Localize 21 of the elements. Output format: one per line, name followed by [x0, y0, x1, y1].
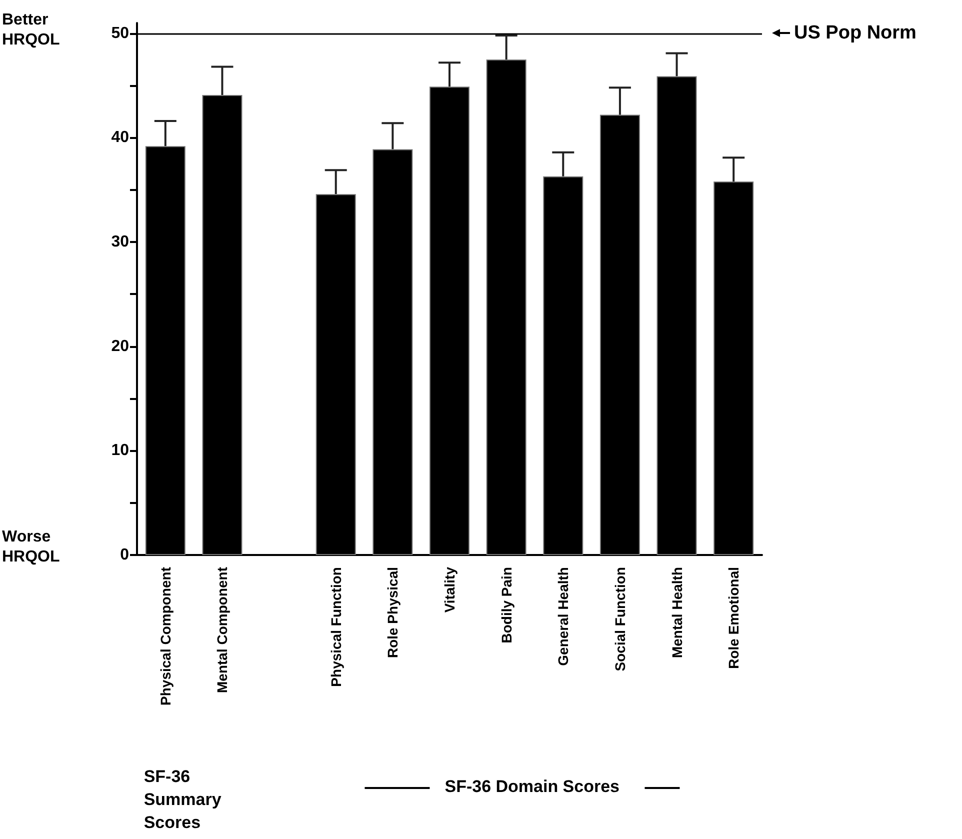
y-tick-label: 20 [111, 338, 130, 355]
y-tick-label: 40 [111, 129, 130, 146]
text: SF-36 Summary Scores [144, 767, 222, 832]
y-tick-label: 10 [111, 442, 130, 460]
y-tick-label: 50 [111, 24, 130, 42]
x-tick-label: Mental Component [214, 566, 230, 693]
x-tick-label: Role Physical [384, 567, 401, 658]
x-tick-label: Role Emotional [726, 567, 742, 669]
x-tick-label: Physical Component [157, 566, 174, 706]
text: Worse HRQOL [2, 528, 60, 566]
x-tick-label: General Health [555, 567, 572, 666]
x-tick-label: Physical Function [328, 567, 344, 687]
x-tick-label: Social Function [612, 567, 628, 672]
x-tick-label: Bodily Pain [498, 567, 514, 644]
text: SF-36 Domain Scores [444, 777, 620, 796]
x-tick-label: Vitality [442, 566, 458, 613]
x-tick-label: Mental Health [668, 567, 685, 658]
ref-line-label: US Pop Norm [794, 22, 916, 44]
text: Better HRQOL [2, 12, 60, 48]
y-tick-label: 30 [111, 234, 130, 251]
y-tick-label: 0 [120, 546, 130, 564]
